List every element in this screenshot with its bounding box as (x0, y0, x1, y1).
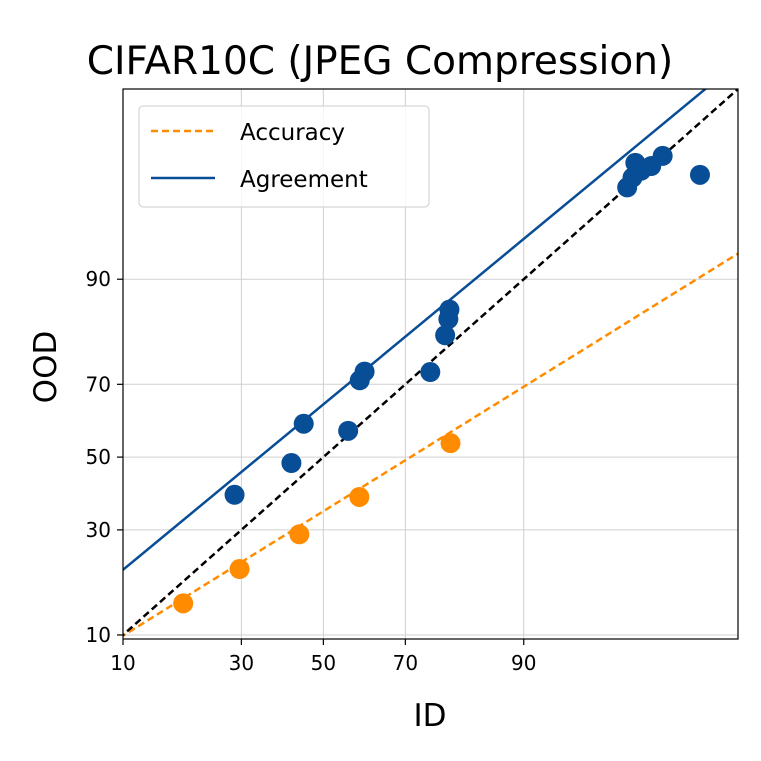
accuracy-point (289, 524, 310, 545)
accuracy-point (173, 593, 194, 614)
y-tick-label: 70 (86, 372, 111, 396)
agreement-point (354, 361, 375, 382)
agreement-point (439, 299, 460, 320)
chart-title: CIFAR10C (JPEG Compression) (87, 39, 673, 84)
x-axis-label: ID (413, 698, 446, 734)
x-tick-label: 90 (511, 651, 536, 675)
y-axis-label: OOD (28, 331, 64, 404)
x-tick-label: 70 (393, 651, 418, 675)
x-tick-label: 10 (110, 651, 135, 675)
agreement-point (281, 453, 302, 474)
accuracy-point (440, 433, 461, 454)
plot-frame (122, 88, 739, 640)
axis-ticks: 10 30 50 70 90 10 30 50 70 90 (86, 267, 537, 675)
legend: Accuracy Agreement (138, 105, 430, 208)
y-tick-label: 30 (86, 518, 111, 542)
agreement-point (293, 413, 314, 434)
agreement-point (435, 325, 456, 346)
accuracy-fit-line (123, 252, 738, 638)
y-tick-label: 90 (86, 267, 111, 291)
agreement-point (338, 420, 359, 441)
agreement-point (652, 145, 673, 166)
data-points (173, 145, 710, 614)
accuracy-point (349, 486, 370, 507)
legend-agreement-label: Agreement (240, 167, 368, 193)
accuracy-point (229, 559, 250, 580)
agreement-fit-line (123, 89, 708, 572)
reference-diagonal-line (123, 89, 738, 637)
fit-lines (123, 89, 738, 638)
agreement-point (689, 164, 710, 185)
agreement-point (224, 484, 245, 505)
x-tick-label: 30 (229, 651, 254, 675)
y-tick-label: 10 (86, 623, 111, 647)
y-tick-label: 50 (86, 445, 111, 469)
legend-accuracy-label: Accuracy (240, 120, 345, 146)
x-tick-label: 50 (311, 651, 336, 675)
agreement-point (420, 362, 441, 383)
